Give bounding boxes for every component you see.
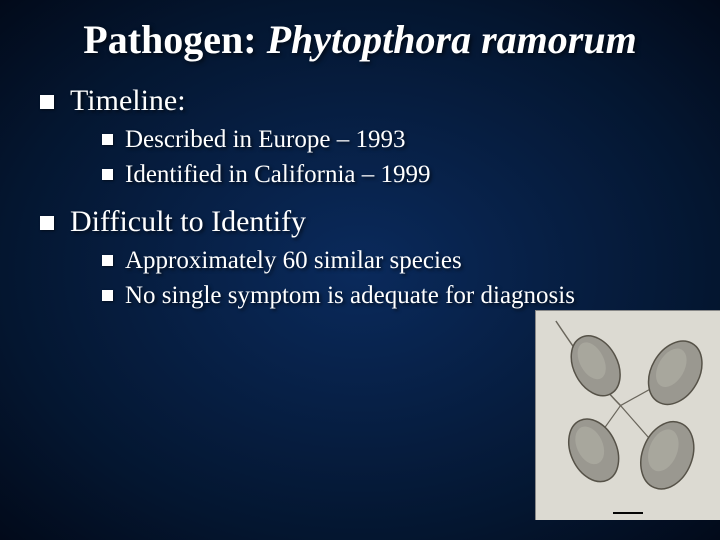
section-heading: Difficult to Identify xyxy=(40,205,684,239)
section-items: Described in Europe – 1993 Identified in… xyxy=(40,124,684,191)
list-item: Approximately 60 similar species xyxy=(102,245,684,276)
list-item: Described in Europe – 1993 xyxy=(102,124,684,155)
square-bullet-icon xyxy=(102,255,113,266)
section-items: Approximately 60 similar species No sing… xyxy=(40,245,684,312)
list-item-text: Described in Europe – 1993 xyxy=(125,124,405,155)
square-bullet-icon xyxy=(40,95,54,109)
title-prefix: Pathogen: xyxy=(83,17,266,62)
title-species: Phytopthora ramorum xyxy=(267,17,637,62)
section-heading-text: Difficult to Identify xyxy=(70,205,306,239)
list-item-text: No single symptom is adequate for diagno… xyxy=(125,280,575,311)
list-item-text: Identified in California – 1999 xyxy=(125,159,430,190)
list-item-text: Approximately 60 similar species xyxy=(125,245,462,276)
square-bullet-icon xyxy=(102,134,113,145)
list-item: Identified in California – 1999 xyxy=(102,159,684,190)
scale-bar xyxy=(613,512,643,514)
pathogen-micrograph-image xyxy=(535,310,720,520)
square-bullet-icon xyxy=(102,169,113,180)
section-heading: Timeline: xyxy=(40,84,684,118)
list-item: No single symptom is adequate for diagno… xyxy=(102,280,684,311)
section-heading-text: Timeline: xyxy=(70,84,186,118)
slide: Pathogen: Phytopthora ramorum Timeline: … xyxy=(0,0,720,540)
bullet-content: Timeline: Described in Europe – 1993 Ide… xyxy=(36,84,684,311)
square-bullet-icon xyxy=(102,290,113,301)
slide-title: Pathogen: Phytopthora ramorum xyxy=(36,18,684,62)
micrograph-svg xyxy=(536,311,720,520)
square-bullet-icon xyxy=(40,216,54,230)
